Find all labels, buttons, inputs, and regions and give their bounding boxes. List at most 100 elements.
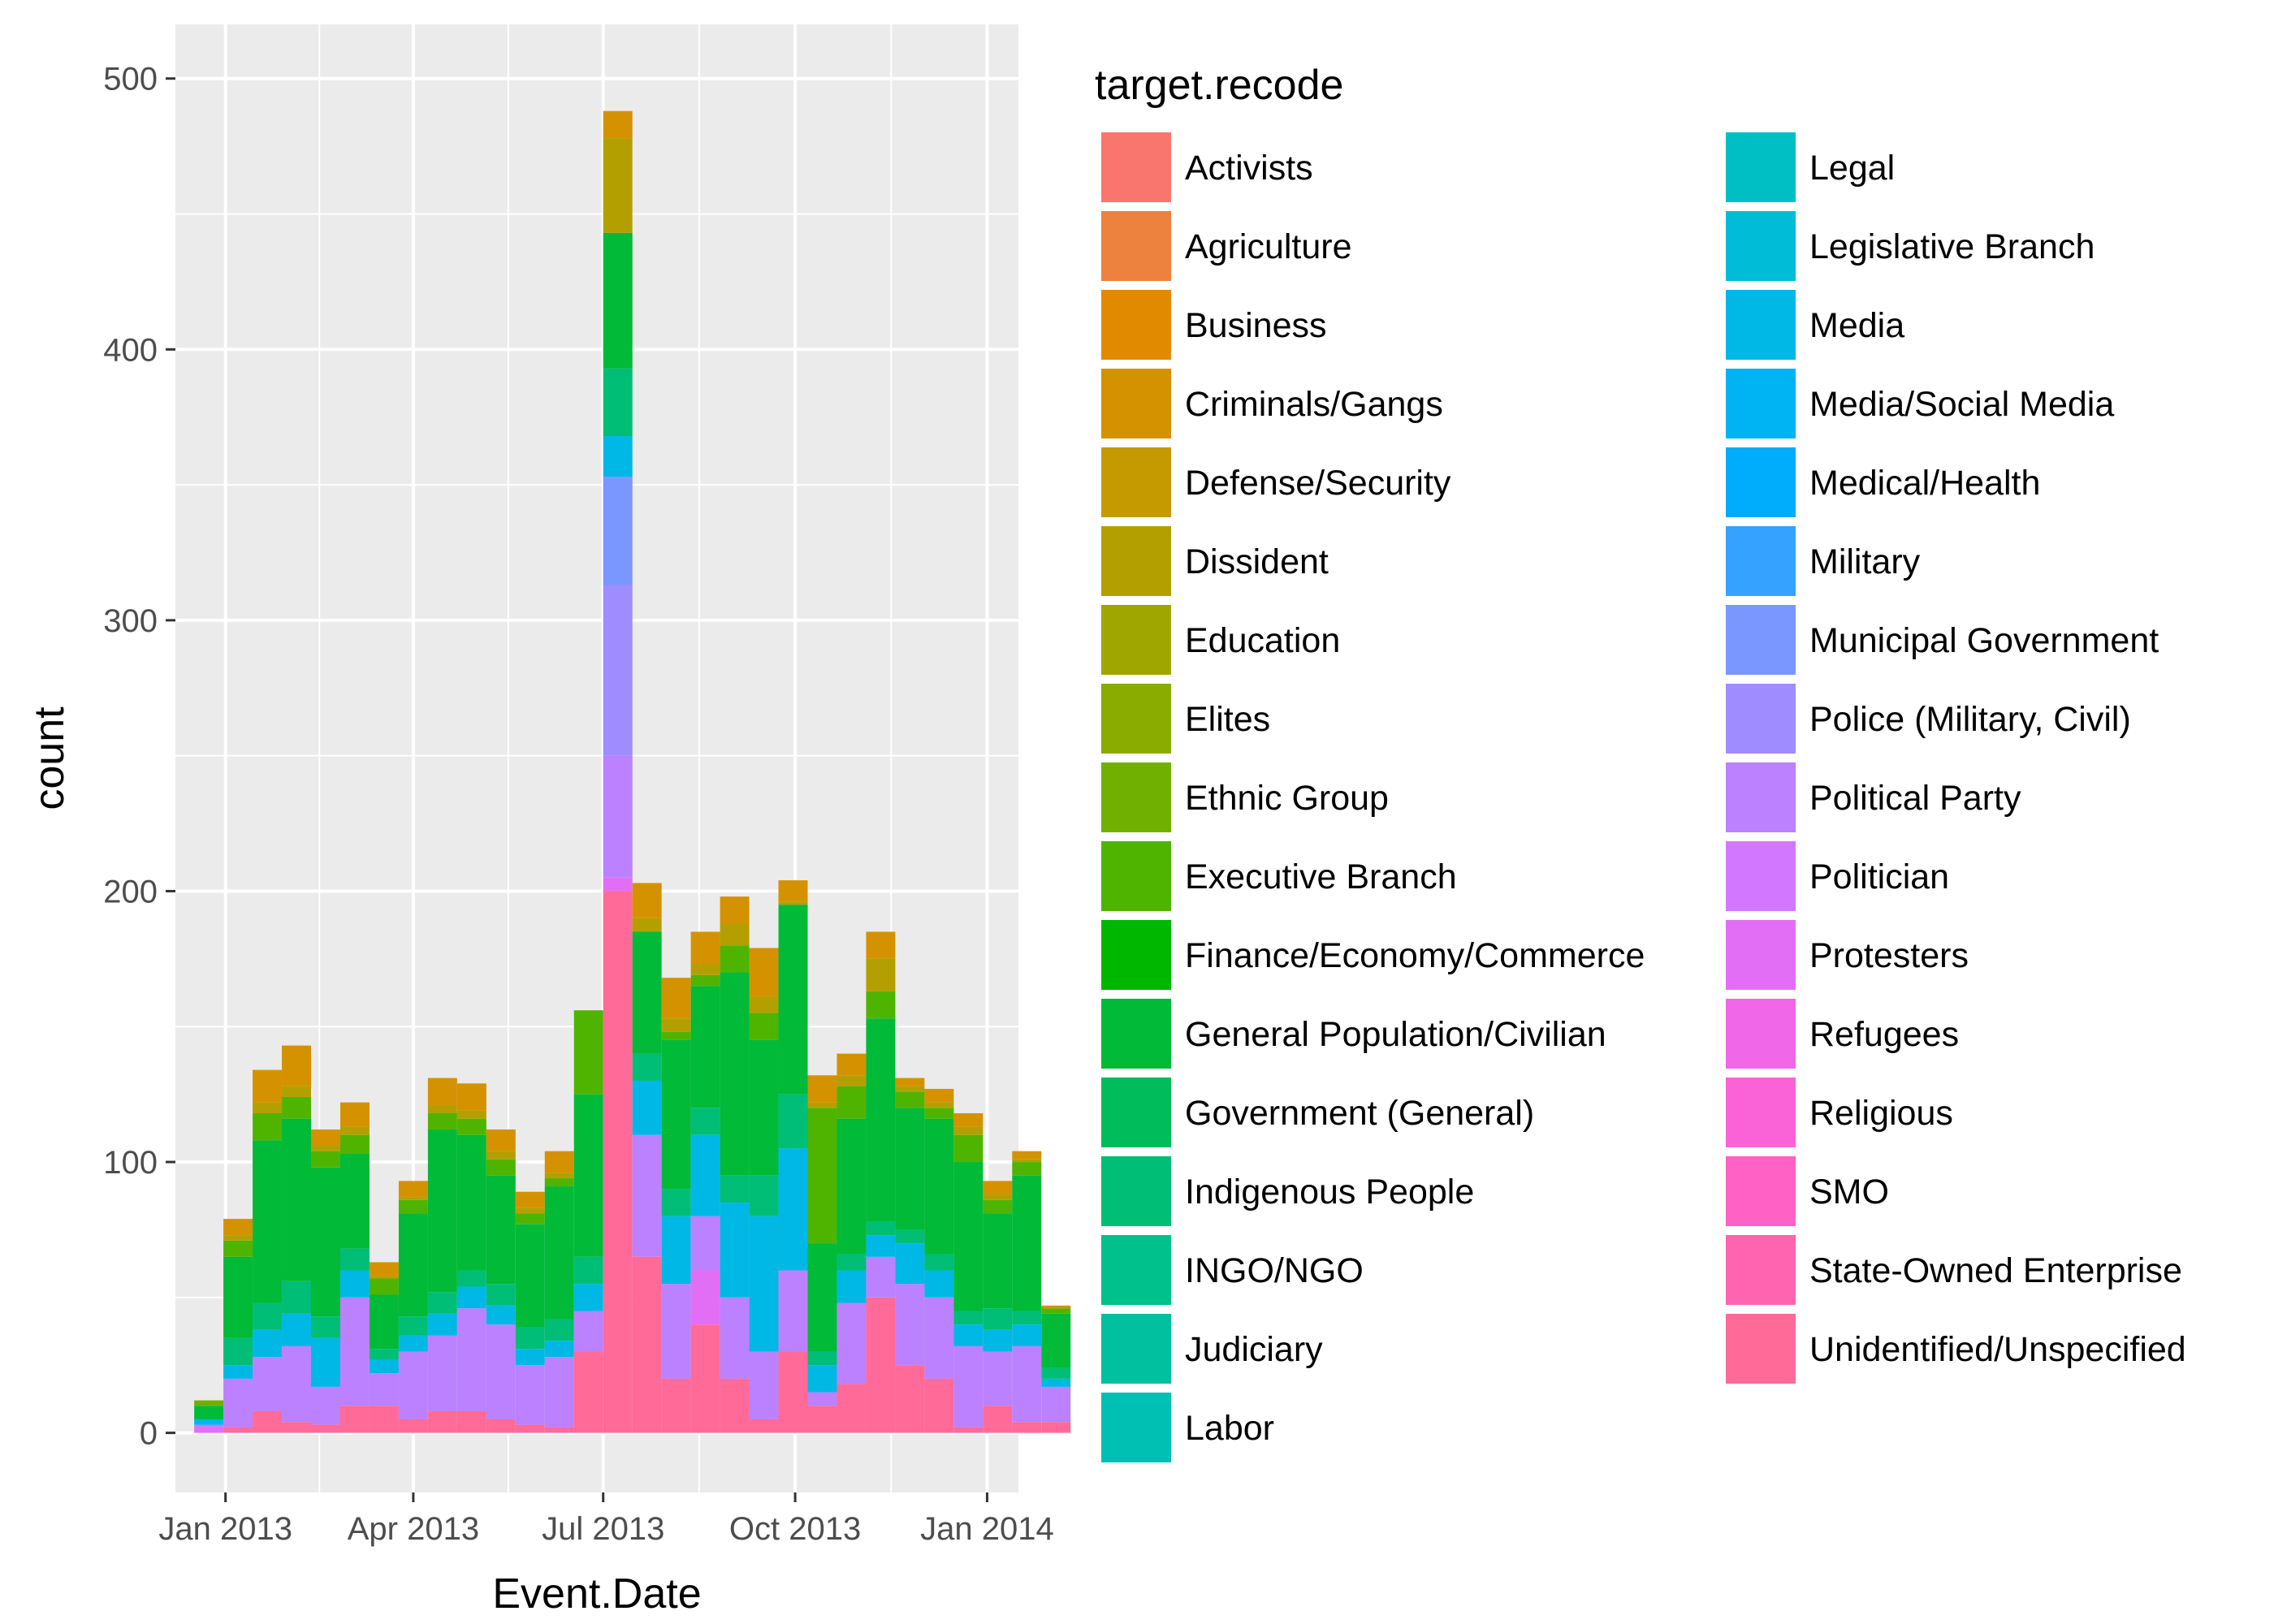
bar-segment [194,1424,224,1427]
bar [690,931,720,1433]
legend-label: Dissident [1185,542,1329,581]
bar-segment [983,1213,1013,1309]
bar-segment [369,1349,399,1360]
bar-segment [456,1118,486,1135]
bar-segment [661,1284,691,1379]
legend-swatch [1101,1393,1171,1462]
bar-segment [1041,1308,1071,1314]
bar-segment [778,1270,808,1352]
bar-segment [339,1406,370,1433]
legend-item: INGO/NGO [1101,1235,1364,1305]
legend-item: General Population/Civilian [1101,999,1606,1069]
legend-swatch [1101,1078,1171,1147]
legend-swatch [1101,999,1171,1069]
legend-swatch [1726,132,1796,202]
bar-segment [573,1351,603,1433]
y-axis-title: count [26,706,73,810]
y-tick-label: 500 [103,62,158,97]
bar-segment [544,1173,574,1179]
legend-label: Protesters [1809,936,1969,975]
bar-segment [690,1134,720,1216]
bar-segment [603,585,633,756]
legend-label: Defense/Security [1185,464,1451,503]
bar [953,1112,984,1433]
legend-label: Criminals/Gangs [1185,385,1443,424]
legend-swatch [1101,762,1171,832]
bar [398,1181,428,1433]
bar-segment [311,1167,340,1317]
legend-swatch [1101,605,1171,675]
bar-segment [983,1351,1013,1406]
bar-segment [866,1297,896,1433]
bar-segment [778,1351,808,1433]
bar-segment [369,1406,399,1433]
bar-segment [778,901,808,905]
bar-segment [456,1134,486,1271]
bar-segment [895,1091,925,1108]
bar-segment [953,1427,984,1433]
legend-swatch [1101,290,1171,360]
bar-segment [632,1080,662,1135]
bar-segment [1012,1162,1042,1176]
legend-item: Dissident [1101,526,1329,596]
bar [486,1129,516,1433]
bar-segment [807,1392,837,1406]
legend-swatch [1101,369,1171,438]
bar-segment [866,1235,896,1257]
bar-segment [223,1240,253,1257]
bar-segment [837,1384,867,1433]
bar-segment [282,1118,312,1281]
legend-label: Labor [1185,1409,1274,1448]
bar-segment [807,1102,837,1108]
bar-segment [895,1284,925,1366]
bar-segment [924,1088,954,1103]
legend-swatch [1101,1314,1171,1384]
bar-segment [456,1083,486,1111]
bar-segment [837,1075,867,1086]
legend-label: Executive Branch [1185,857,1457,896]
bar-segment [632,1053,662,1081]
legend-label: General Population/Civilian [1185,1015,1606,1054]
bar-segment [398,1213,428,1317]
legend-item: Activists [1101,132,1313,202]
bar-segment [223,1256,253,1338]
bar-segment [223,1219,253,1236]
bar-segment [661,1039,691,1190]
bar-segment [1012,1345,1042,1423]
bar-segment [749,1419,779,1433]
legend-item: Unidentified/Unspecified [1726,1314,2186,1384]
bar-segment [486,1151,516,1160]
legend-label: Political Party [1809,779,2021,818]
bar-segment [1041,1386,1071,1423]
x-tick-label: Apr 2013 [348,1511,479,1547]
bar-segment [837,1254,867,1271]
bar-segment [924,1254,954,1271]
bar-segment [837,1270,867,1303]
bar-segment [194,1419,224,1425]
bar-segment [282,1313,312,1346]
bar [369,1262,399,1433]
legend-item: Police (Military, Civil) [1726,684,2131,754]
legend-swatch [1101,1156,1171,1226]
bar [456,1083,486,1433]
y-tick-label: 100 [103,1145,158,1181]
bar-segment [456,1286,486,1309]
bar-segment [603,755,633,878]
legend-swatch [1726,605,1796,675]
bar-segment [866,1221,896,1236]
bar-segment [778,905,808,1095]
y-tick-label: 300 [103,603,158,639]
bar [632,883,662,1433]
bar-segment [369,1278,399,1295]
legend-item: Legal [1726,132,1895,202]
bar-segment [544,1319,574,1341]
bar [427,1078,457,1433]
bar-segment [486,1419,516,1433]
bar-segment [427,1078,457,1105]
bar [253,1069,283,1433]
bar-segment [690,974,720,987]
bar-segment [807,1243,837,1352]
bar [661,978,691,1433]
bar-segment [690,964,720,975]
